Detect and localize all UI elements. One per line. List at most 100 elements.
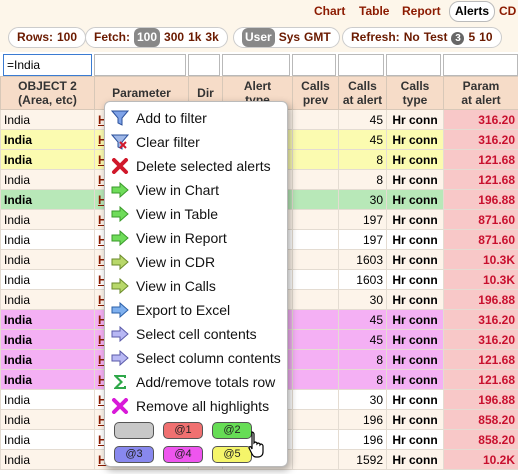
cell-object[interactable]: India [0, 129, 95, 150]
fetch-option-1k[interactable]: 1k [188, 30, 202, 44]
highlight-chip-none[interactable] [114, 422, 154, 439]
cell-calls-type[interactable]: Hr conn [386, 449, 444, 470]
calls-at-alert-filter-input[interactable] [338, 54, 384, 76]
cell-calls-prev[interactable] [292, 369, 339, 390]
param-at-alert-filter-input[interactable] [443, 54, 518, 76]
cell-calls-type[interactable]: Hr conn [386, 309, 444, 330]
cell-object[interactable]: India [0, 149, 95, 170]
cell-param-at-alert[interactable]: 10.3K [443, 249, 518, 270]
cell-calls-at-alert[interactable]: 1592 [338, 449, 387, 470]
object-filter-input[interactable] [3, 54, 92, 76]
cell-calls-prev[interactable] [292, 109, 339, 130]
cell-calls-at-alert[interactable]: 45 [338, 309, 387, 330]
calls-prev-filter-input[interactable] [292, 54, 336, 76]
cell-calls-at-alert[interactable]: 196 [338, 429, 387, 450]
cell-calls-type[interactable]: Hr conn [386, 369, 444, 390]
nav-tab-report[interactable]: Report [402, 4, 441, 18]
cell-param-at-alert[interactable]: 196.88 [443, 189, 518, 210]
highlight-chip-1[interactable]: @1 [163, 422, 203, 439]
cell-param-at-alert[interactable]: 121.68 [443, 369, 518, 390]
menu-item-clear-filter[interactable]: Clear filter [105, 130, 287, 154]
cell-calls-at-alert[interactable]: 197 [338, 209, 387, 230]
cell-calls-at-alert[interactable]: 45 [338, 329, 387, 350]
menu-item-view-in-report[interactable]: View in Report [105, 226, 287, 250]
menu-item-add-remove-totals-row[interactable]: Add/remove totals row [105, 370, 287, 394]
cell-object[interactable]: India [0, 349, 95, 370]
cell-calls-at-alert[interactable]: 30 [338, 189, 387, 210]
col-header-calls-at-alert[interactable]: Calls at alert [338, 76, 387, 110]
cell-object[interactable]: India [0, 309, 95, 330]
cell-calls-at-alert[interactable]: 1603 [338, 249, 387, 270]
highlight-chip-3[interactable]: @3 [114, 446, 154, 463]
cell-calls-type[interactable]: Hr conn [386, 189, 444, 210]
cell-calls-type[interactable]: Hr conn [386, 349, 444, 370]
cell-param-at-alert[interactable]: 858.20 [443, 429, 518, 450]
cell-calls-type[interactable]: Hr conn [386, 129, 444, 150]
rows-value[interactable]: 100 [57, 30, 78, 44]
fetch-option-300[interactable]: 300 [164, 30, 185, 44]
cell-param-at-alert[interactable]: 316.20 [443, 309, 518, 330]
refresh-option-5[interactable]: 5 [468, 30, 476, 44]
cell-param-at-alert[interactable]: 121.68 [443, 169, 518, 190]
nav-tab-table[interactable]: Table [359, 4, 390, 18]
cell-param-at-alert[interactable]: 196.88 [443, 289, 518, 310]
cell-object[interactable]: India [0, 109, 95, 130]
refresh-option-3[interactable]: 3 [451, 32, 465, 45]
cell-param-at-alert[interactable]: 10.3K [443, 269, 518, 290]
cell-calls-at-alert[interactable]: 8 [338, 349, 387, 370]
menu-item-add-to-filter[interactable]: Add to filter [105, 106, 287, 130]
cell-calls-at-alert[interactable]: 197 [338, 229, 387, 250]
highlight-chip-2[interactable]: @2 [212, 422, 252, 439]
cell-calls-prev[interactable] [292, 409, 339, 430]
cell-object[interactable]: India [0, 409, 95, 430]
cell-calls-prev[interactable] [292, 309, 339, 330]
cell-calls-prev[interactable] [292, 209, 339, 230]
cell-calls-prev[interactable] [292, 129, 339, 150]
cell-object[interactable]: India [0, 209, 95, 230]
menu-item-delete-selected-alerts[interactable]: Delete selected alerts [105, 154, 287, 178]
cell-param-at-alert[interactable]: 858.20 [443, 409, 518, 430]
cell-calls-prev[interactable] [292, 249, 339, 270]
cell-object[interactable]: India [0, 369, 95, 390]
cell-calls-at-alert[interactable]: 45 [338, 109, 387, 130]
dir-filter-input[interactable] [188, 54, 220, 76]
refresh-option-10[interactable]: 10 [479, 30, 493, 44]
cell-param-at-alert[interactable]: 10.2K [443, 449, 518, 470]
cell-calls-at-alert[interactable]: 30 [338, 289, 387, 310]
cell-calls-prev[interactable] [292, 289, 339, 310]
alert-type-filter-input[interactable] [222, 54, 290, 76]
cell-calls-type[interactable]: Hr conn [386, 249, 444, 270]
nav-tab-alerts[interactable]: Alerts [449, 1, 496, 22]
menu-item-select-column-contents[interactable]: Select column contents [105, 346, 287, 370]
cell-object[interactable]: India [0, 169, 95, 190]
cell-calls-type[interactable]: Hr conn [386, 409, 444, 430]
cell-calls-type[interactable]: Hr conn [386, 149, 444, 170]
fetch-option-3k[interactable]: 3k [205, 30, 219, 44]
cell-calls-type[interactable]: Hr conn [386, 269, 444, 290]
nav-tab-chart[interactable]: Chart [314, 4, 346, 18]
cell-param-at-alert[interactable]: 316.20 [443, 129, 518, 150]
cell-param-at-alert[interactable]: 316.20 [443, 109, 518, 130]
menu-item-view-in-chart[interactable]: View in Chart [105, 178, 287, 202]
cell-calls-prev[interactable] [292, 329, 339, 350]
cell-calls-at-alert[interactable]: 8 [338, 149, 387, 170]
cell-calls-prev[interactable] [292, 349, 339, 370]
cell-calls-prev[interactable] [292, 149, 339, 170]
cell-param-at-alert[interactable]: 871.60 [443, 209, 518, 230]
tz-option-gmt[interactable]: GMT [304, 30, 331, 44]
col-header-calls-type[interactable]: Calls type [386, 76, 444, 110]
cell-calls-type[interactable]: Hr conn [386, 229, 444, 250]
cell-object[interactable]: India [0, 329, 95, 350]
cell-object[interactable]: India [0, 269, 95, 290]
nav-tab-cd[interactable]: CD [499, 4, 517, 18]
cell-calls-prev[interactable] [292, 229, 339, 250]
cell-object[interactable]: India [0, 189, 95, 210]
cell-object[interactable]: India [0, 429, 95, 450]
highlight-chip-4[interactable]: @4 [163, 446, 203, 463]
cell-calls-at-alert[interactable]: 8 [338, 369, 387, 390]
cell-param-at-alert[interactable]: 121.68 [443, 349, 518, 370]
menu-item-select-cell-contents[interactable]: Select cell contents [105, 322, 287, 346]
cell-calls-at-alert[interactable]: 8 [338, 169, 387, 190]
cell-object[interactable]: India [0, 389, 95, 410]
cell-calls-type[interactable]: Hr conn [386, 109, 444, 130]
